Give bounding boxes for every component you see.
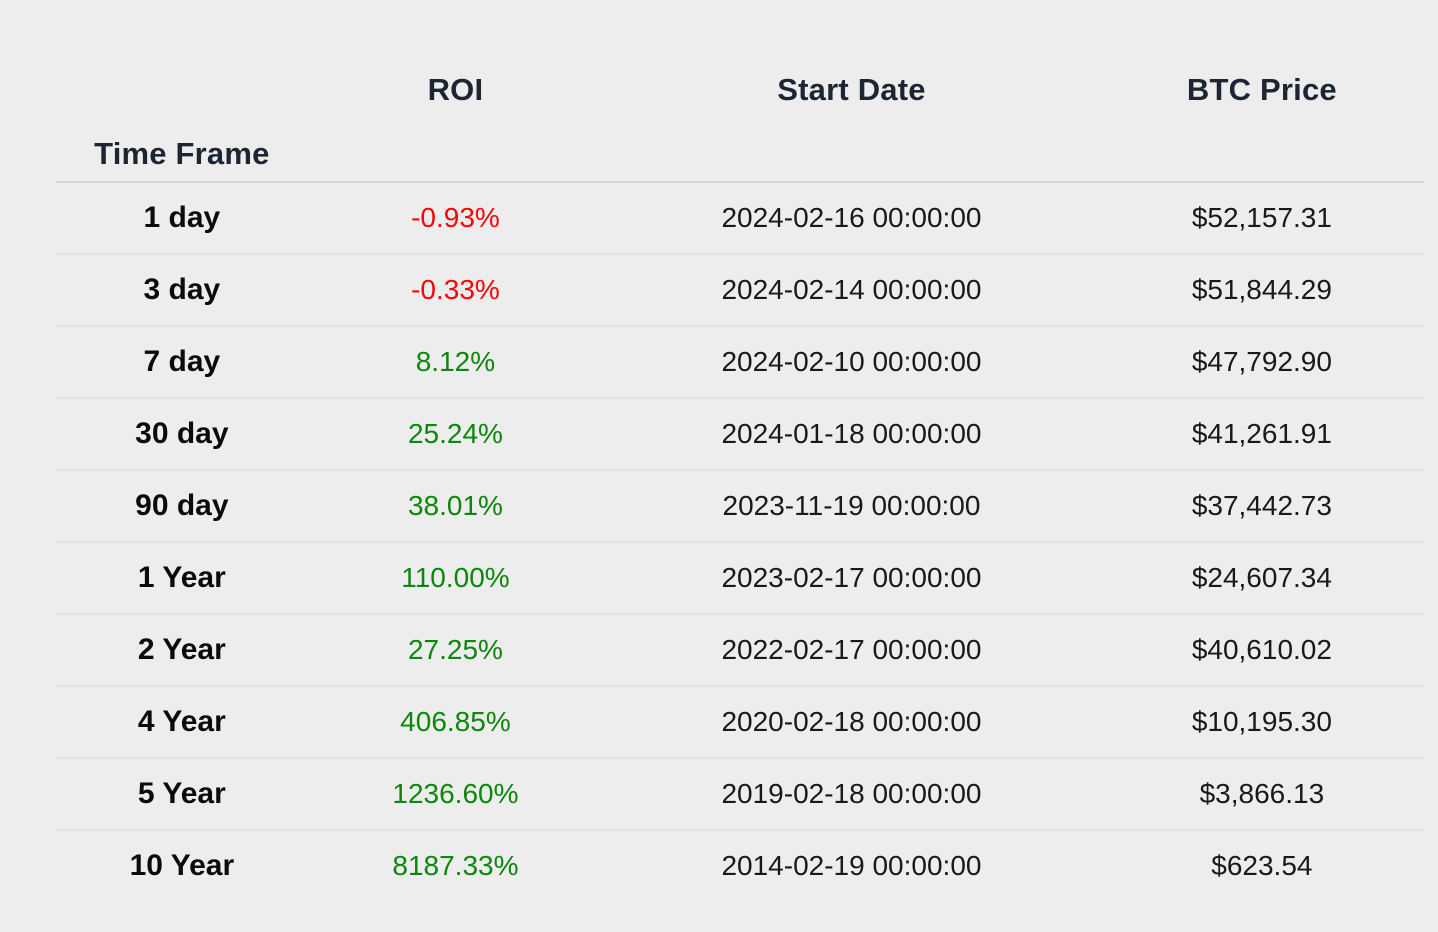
start-date-cell: 2014-02-19 00:00:00	[603, 829, 1100, 901]
table-row: 4 Year 406.85% 2020-02-18 00:00:00 $10,1…	[56, 685, 1424, 758]
table-row: 1 day -0.93% 2024-02-16 00:00:00 $52,157…	[56, 182, 1424, 254]
roi-cell: 25.24%	[307, 397, 604, 470]
time-frame-cell: 7 day	[56, 325, 308, 398]
start-date-cell: 2024-02-14 00:00:00	[603, 253, 1100, 326]
time-frame-cell: 90 day	[56, 469, 308, 542]
btc-price-cell: $40,610.02	[1099, 613, 1424, 686]
table-row: 2 Year 27.25% 2022-02-17 00:00:00 $40,61…	[56, 613, 1424, 686]
start-date-cell: 2023-11-19 00:00:00	[603, 469, 1100, 542]
time-frame-cell: 1 Year	[56, 541, 308, 614]
start-date-cell: 2024-01-18 00:00:00	[603, 397, 1100, 470]
roi-cell: -0.33%	[307, 253, 604, 326]
column-header-roi: ROI	[307, 56, 604, 183]
time-frame-cell: 10 Year	[56, 829, 308, 901]
start-date-cell: 2024-02-16 00:00:00	[721, 202, 982, 233]
table-row: 10 Year 8187.33% 2014-02-19 00:00:00 $62…	[56, 829, 1424, 901]
roi-cell: 110.00%	[307, 541, 604, 614]
column-header-btc-price: BTC Price	[1099, 56, 1424, 183]
time-frame-cell: 1 day	[143, 201, 221, 234]
table-row: 7 day 8.12% 2024-02-10 00:00:00 $47,792.…	[56, 325, 1424, 398]
start-date-cell: 2022-02-17 00:00:00	[603, 613, 1100, 686]
btc-price-cell: $52,157.31	[1191, 202, 1332, 233]
start-date-cell: 2023-02-17 00:00:00	[603, 541, 1100, 614]
column-header-start-date: Start Date	[603, 56, 1100, 183]
time-frame-cell: 2 Year	[56, 613, 308, 686]
roi-cell: 406.85%	[307, 685, 604, 758]
header-row: Time Frame ROI Start Date BTC Price	[56, 56, 1424, 183]
roi-cell: 27.25%	[307, 613, 604, 686]
roi-table-container: Time Frame ROI Start Date BTC Price 1 da…	[56, 56, 1424, 901]
btc-roi-table: Time Frame ROI Start Date BTC Price 1 da…	[56, 56, 1424, 901]
roi-cell: 38.01%	[307, 469, 604, 542]
btc-price-cell: $51,844.29	[1099, 253, 1424, 326]
btc-price-cell: $41,261.91	[1099, 397, 1424, 470]
table-row: 5 Year 1236.60% 2019-02-18 00:00:00 $3,8…	[56, 757, 1424, 830]
btc-price-cell: $623.54	[1099, 829, 1424, 901]
btc-price-cell: $3,866.13	[1099, 757, 1424, 830]
start-date-cell: 2024-02-10 00:00:00	[603, 325, 1100, 398]
time-frame-cell: 30 day	[56, 397, 308, 470]
roi-cell: 8.12%	[307, 325, 604, 398]
time-frame-cell: 5 Year	[56, 757, 308, 830]
table-row: 1 Year 110.00% 2023-02-17 00:00:00 $24,6…	[56, 541, 1424, 614]
table-body: 1 day -0.93% 2024-02-16 00:00:00 $52,157…	[56, 182, 1424, 901]
time-frame-cell: 3 day	[56, 253, 308, 326]
btc-price-cell: $24,607.34	[1099, 541, 1424, 614]
time-frame-cell: 4 Year	[56, 685, 308, 758]
start-date-cell: 2019-02-18 00:00:00	[603, 757, 1100, 830]
btc-price-cell: $10,195.30	[1099, 685, 1424, 758]
roi-cell: -0.93%	[411, 202, 500, 233]
start-date-cell: 2020-02-18 00:00:00	[603, 685, 1100, 758]
column-header-time-frame: Time Frame	[56, 56, 308, 183]
roi-cell: 8187.33%	[307, 829, 604, 901]
table-row: 3 day -0.33% 2024-02-14 00:00:00 $51,844…	[56, 253, 1424, 326]
table-row: 90 day 38.01% 2023-11-19 00:00:00 $37,44…	[56, 469, 1424, 542]
btc-price-cell: $47,792.90	[1099, 325, 1424, 398]
table-row: 30 day 25.24% 2024-01-18 00:00:00 $41,26…	[56, 397, 1424, 470]
roi-cell: 1236.60%	[307, 757, 604, 830]
table-header: Time Frame ROI Start Date BTC Price	[56, 56, 1424, 183]
btc-price-cell: $37,442.73	[1099, 469, 1424, 542]
